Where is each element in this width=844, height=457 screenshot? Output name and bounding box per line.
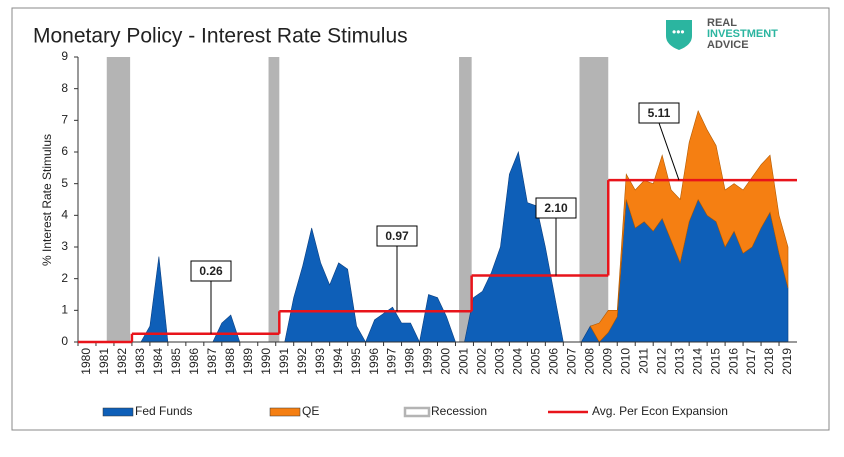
- annotation-label: 0.26: [199, 264, 223, 278]
- x-tick-label: 1993: [313, 348, 327, 375]
- x-tick-label: 1990: [259, 348, 273, 375]
- x-tick-label: 1992: [295, 348, 309, 375]
- x-tick-label: 2011: [636, 348, 650, 374]
- legend-label: Avg. Per Econ Expansion: [592, 404, 728, 418]
- x-tick-label: 1987: [205, 348, 219, 375]
- x-tick-label: 1981: [97, 348, 111, 375]
- y-axis-label: % Interest Rate Stimulus: [40, 134, 54, 266]
- logo-shield: [666, 20, 692, 50]
- annotation-box: [638, 102, 680, 124]
- x-tick-label: 2008: [582, 348, 596, 375]
- x-tick-label: 2017: [744, 348, 758, 375]
- x-tick-label: 1989: [241, 348, 255, 375]
- y-tick-label: 2: [61, 271, 68, 285]
- x-tick-label: 2001: [457, 348, 471, 375]
- chart-title: Monetary Policy - Interest Rate Stimulus: [33, 25, 408, 48]
- annotation-box: [190, 260, 232, 282]
- recession-band: [268, 57, 280, 342]
- legend-swatch: [269, 407, 301, 417]
- logo-text: REAL: [707, 17, 737, 29]
- y-tick-label: 0: [61, 334, 68, 348]
- annotation-box: [376, 225, 418, 247]
- annotation-label: 2.10: [544, 201, 568, 215]
- logo-dots: •••: [672, 25, 685, 39]
- x-tick-label: 1983: [133, 348, 147, 375]
- x-tick-label: 2009: [600, 348, 614, 375]
- x-tick-label: 2007: [564, 348, 578, 375]
- logo-text: INVESTMENT: [707, 28, 778, 40]
- x-tick-label: 1995: [349, 348, 363, 375]
- x-tick-label: 1991: [277, 348, 291, 375]
- annotation-label: 5.11: [648, 106, 671, 120]
- x-tick-label: 1996: [367, 348, 381, 375]
- x-tick-label: 2018: [762, 348, 776, 375]
- y-tick-label: 1: [61, 303, 68, 317]
- x-tick-label: 1984: [151, 348, 165, 375]
- x-tick-label: 1998: [403, 348, 417, 375]
- x-tick-label: 2010: [618, 348, 632, 375]
- recession-band: [459, 57, 472, 342]
- x-tick-label: 2002: [475, 348, 489, 375]
- x-tick-label: 1982: [115, 348, 129, 375]
- logo-text: ADVICE: [707, 39, 749, 51]
- y-tick-label: 4: [61, 208, 68, 222]
- x-tick-label: 1999: [421, 348, 435, 375]
- x-tick-label: 2005: [529, 348, 543, 375]
- y-tick-label: 5: [61, 176, 68, 190]
- y-tick-label: 8: [61, 81, 68, 95]
- legend-swatch: [403, 406, 431, 418]
- x-tick-label: 2012: [654, 348, 668, 375]
- y-tick-label: 7: [61, 113, 68, 127]
- annotation-label: 0.97: [385, 229, 409, 243]
- y-tick-label: 6: [61, 144, 68, 158]
- legend-label: Fed Funds: [135, 404, 192, 418]
- y-tick-label: 3: [61, 239, 68, 253]
- annotation-box: [535, 197, 577, 219]
- x-tick-label: 1988: [223, 348, 237, 375]
- x-tick-label: 1985: [169, 348, 183, 375]
- x-tick-label: 1997: [385, 348, 399, 375]
- x-tick-label: 2019: [780, 348, 794, 375]
- x-tick-label: 2003: [493, 348, 507, 375]
- x-tick-label: 2000: [439, 348, 453, 375]
- x-tick-label: 1986: [187, 348, 201, 375]
- x-tick-label: 2015: [708, 348, 722, 375]
- legend-label: Recession: [431, 404, 487, 418]
- x-tick-label: 1994: [331, 348, 345, 375]
- recession-band: [106, 57, 131, 342]
- x-tick-label: 2016: [726, 348, 740, 375]
- recession-band: [579, 57, 609, 342]
- x-tick-label: 1980: [79, 348, 93, 375]
- qe-area: [589, 109, 789, 343]
- y-tick-label: 9: [61, 49, 68, 63]
- legend-swatch: [102, 407, 134, 417]
- x-tick-label: 2013: [672, 348, 686, 375]
- annotation-pointer: [658, 122, 680, 181]
- legend-label: QE: [302, 404, 319, 418]
- x-tick-label: 2014: [690, 348, 704, 375]
- x-tick-label: 2006: [547, 348, 561, 375]
- x-tick-label: 2004: [511, 348, 525, 375]
